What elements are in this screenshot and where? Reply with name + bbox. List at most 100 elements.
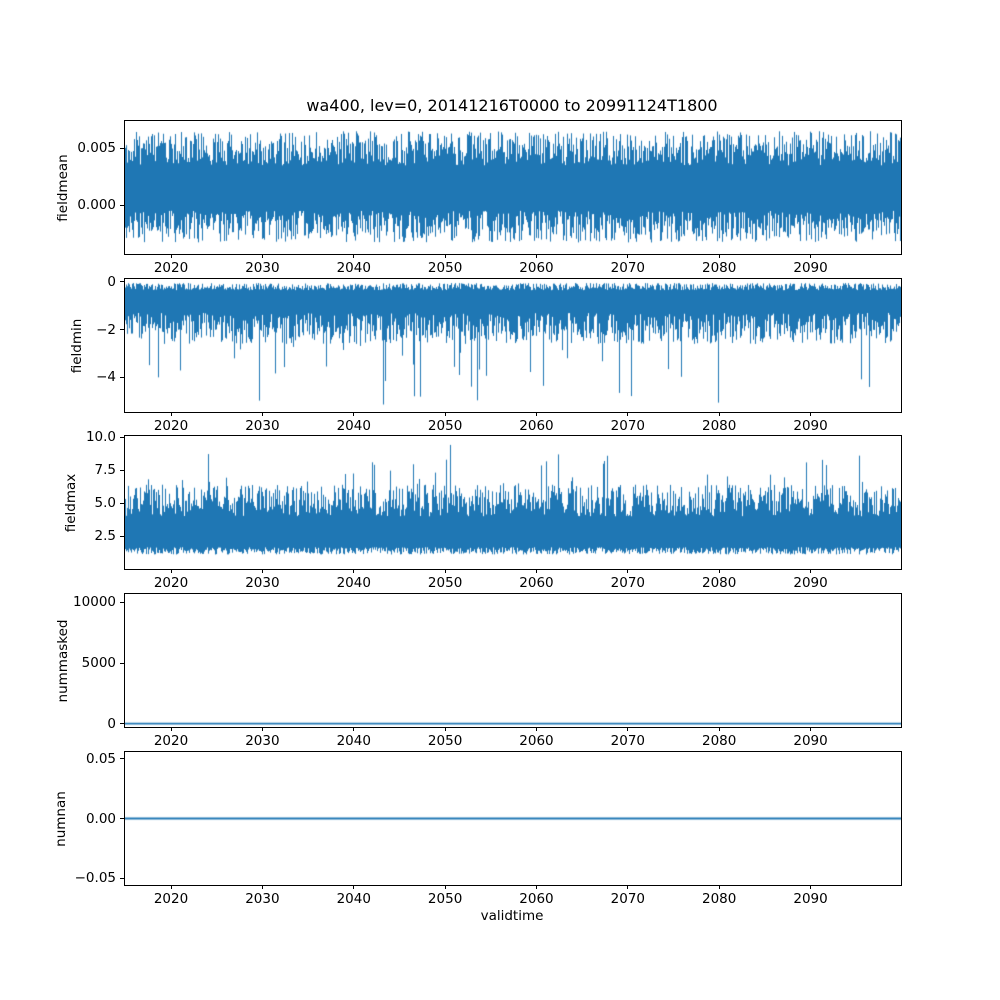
x-tick-label: 2040 — [336, 733, 371, 749]
x-tick-mark — [444, 885, 446, 889]
y-tick-label: 0 — [107, 273, 116, 290]
x-tick-mark — [444, 727, 446, 731]
subplot-nummasked: nummasked 10000 5000 0 2020 2030 2040 2050 2060… — [55, 593, 902, 749]
y-tick-label: −0.05 — [74, 870, 116, 887]
x-tick-label: 2060 — [519, 418, 554, 434]
subplot-fieldmax: fieldmax 10.0 7.5 5.0 2.5 2020 2030 2040 2050 20… — [63, 429, 902, 591]
x-tick-mark — [261, 569, 263, 573]
x-tick-mark — [353, 254, 355, 258]
x-tick-mark — [261, 254, 263, 258]
x-tick-label: 2080 — [702, 418, 737, 434]
x-tick-mark — [170, 254, 172, 258]
x-tick-mark — [718, 885, 720, 889]
y-tick-label: 5.0 — [94, 495, 116, 512]
x-tick-label: 2030 — [245, 891, 280, 907]
fieldmin-plot-canvas — [125, 279, 901, 412]
x-tick-label: 2050 — [427, 733, 463, 749]
y-tick-mark — [120, 723, 124, 725]
x-tick-label: 2040 — [336, 891, 371, 907]
x-tick-mark — [627, 254, 629, 258]
x-tick-mark — [810, 412, 812, 416]
x-tick-label: 2060 — [519, 575, 554, 591]
x-tick-mark — [810, 885, 812, 889]
x-tick-mark — [353, 412, 355, 416]
y-tick-label: −4 — [96, 369, 116, 386]
x-tick-mark — [535, 254, 537, 258]
x-tick-mark — [718, 412, 720, 416]
x-tick-mark — [170, 412, 172, 416]
x-tick-label: 2040 — [336, 575, 371, 591]
x-tick-label: 2030 — [245, 733, 280, 749]
x-tick-label: 2040 — [336, 260, 371, 276]
y-tick-label: 0.05 — [85, 750, 116, 767]
x-tick-label: 2050 — [427, 260, 463, 276]
x-tick-label: 2050 — [427, 575, 463, 591]
y-tick-label: 0.005 — [77, 140, 116, 157]
x-tick-label: 2040 — [336, 418, 371, 434]
x-tick-mark — [444, 412, 446, 416]
x-tick-mark — [444, 569, 446, 573]
x-tick-label: 2070 — [610, 891, 645, 907]
y-tick-mark — [120, 502, 124, 504]
x-tick-label: 2090 — [793, 575, 828, 591]
y-tick-label: 10000 — [73, 594, 116, 611]
y-tick-mark — [120, 281, 124, 283]
x-tick-mark — [261, 412, 263, 416]
y-tick-mark — [120, 329, 124, 331]
x-tick-label: 2070 — [610, 575, 645, 591]
x-tick-label: 2080 — [702, 260, 737, 276]
x-tick-mark — [353, 569, 355, 573]
x-tick-mark — [627, 885, 629, 889]
x-tick-mark — [170, 727, 172, 731]
x-tick-label: 2030 — [245, 260, 280, 276]
x-tick-label: 2060 — [519, 733, 554, 749]
x-tick-label: 2080 — [702, 733, 737, 749]
y-tick-label: 7.5 — [94, 462, 116, 479]
y-tick-mark — [120, 758, 124, 760]
x-tick-mark — [627, 569, 629, 573]
y-tick-mark — [120, 535, 124, 537]
x-tick-mark — [170, 569, 172, 573]
x-tick-label: 2080 — [702, 575, 737, 591]
x-tick-label: 2020 — [153, 891, 189, 907]
y-tick-mark — [120, 601, 124, 603]
x-tick-mark — [353, 885, 355, 889]
x-tick-mark — [718, 569, 720, 573]
x-tick-mark — [627, 412, 629, 416]
x-tick-mark — [627, 727, 629, 731]
fieldmax-plot-canvas — [125, 436, 901, 569]
x-tick-label: 2020 — [153, 418, 189, 434]
x-tick-label: 2050 — [427, 418, 463, 434]
x-tick-mark — [535, 727, 537, 731]
y-tick-label: 2.5 — [94, 528, 116, 545]
y-tick-mark — [120, 204, 124, 206]
x-tick-label: 2070 — [610, 260, 645, 276]
y-tick-label: 0.00 — [85, 810, 116, 827]
x-tick-label: 2050 — [427, 891, 463, 907]
y-tick-label: 5000 — [81, 655, 116, 672]
x-tick-mark — [170, 885, 172, 889]
x-tick-mark — [810, 254, 812, 258]
y-tick-mark — [120, 147, 124, 149]
x-tick-mark — [444, 254, 446, 258]
subplot-fieldmean: fieldmean 0.005 0.000 2020 2030 2040 2050 2060… — [55, 120, 902, 276]
figure-title: wa400, lev=0, 20141216T0000 to 20991124T… — [306, 96, 718, 115]
x-tick-label: 2070 — [610, 418, 645, 434]
x-tick-label: 2030 — [245, 575, 280, 591]
x-tick-mark — [261, 885, 263, 889]
x-tick-label: 2090 — [793, 260, 828, 276]
x-tick-label: 2070 — [610, 733, 645, 749]
fieldmean-plot-canvas — [125, 121, 901, 254]
x-tick-mark — [718, 727, 720, 731]
y-tick-mark — [120, 877, 124, 879]
x-tick-label: 2020 — [153, 260, 189, 276]
x-tick-mark — [535, 569, 537, 573]
x-tick-mark — [718, 254, 720, 258]
x-tick-mark — [261, 727, 263, 731]
x-tick-label: 2060 — [519, 891, 554, 907]
x-tick-mark — [353, 727, 355, 731]
y-tick-mark — [120, 376, 124, 378]
x-tick-label: 2020 — [153, 575, 189, 591]
x-tick-mark — [810, 727, 812, 731]
